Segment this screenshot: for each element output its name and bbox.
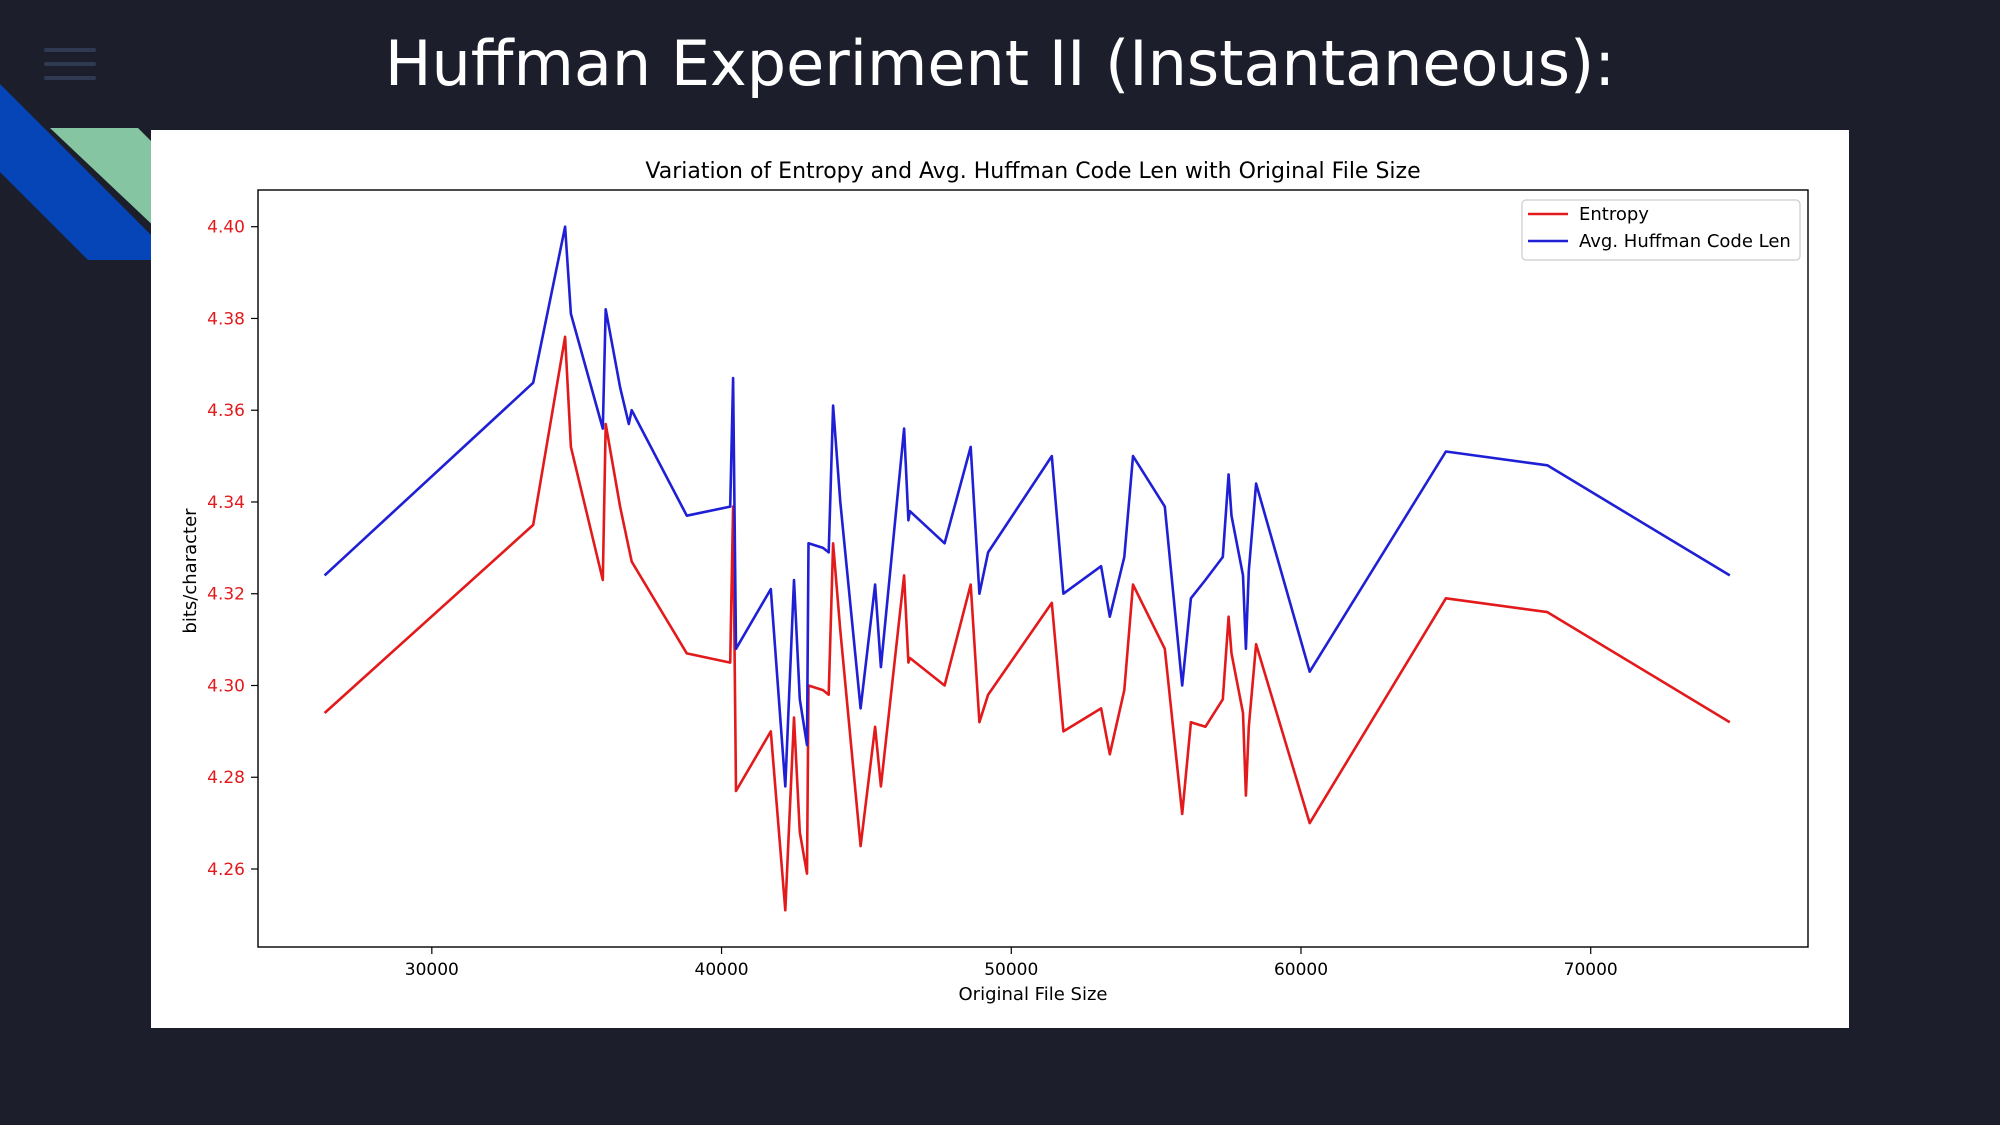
y-tick-label: 4.40 bbox=[207, 218, 245, 238]
y-tick-label: 4.28 bbox=[207, 768, 245, 788]
y-axis-label: bits/character bbox=[180, 508, 201, 634]
x-tick-label: 30000 bbox=[405, 960, 459, 980]
y-tick-label: 4.36 bbox=[207, 401, 245, 421]
legend-label-huffman: Avg. Huffman Code Len bbox=[1579, 231, 1791, 252]
hamburger-menu-icon[interactable] bbox=[44, 46, 96, 82]
huffman-series-line bbox=[323, 225, 1731, 788]
blue-stripe-shape bbox=[0, 84, 160, 260]
plot-frame bbox=[257, 189, 1809, 948]
y-tick-label: 4.32 bbox=[207, 585, 245, 605]
x-tick-label: 50000 bbox=[984, 960, 1038, 980]
series-layer bbox=[323, 225, 1731, 912]
legend: Entropy Avg. Huffman Code Len bbox=[1521, 199, 1801, 261]
x-tick-label: 40000 bbox=[695, 960, 749, 980]
chart-figure: Variation of Entropy and Avg. Huffman Co… bbox=[151, 130, 1849, 1028]
corner-decoration bbox=[0, 84, 160, 260]
x-tick-label: 70000 bbox=[1564, 960, 1618, 980]
y-tick-label: 4.34 bbox=[207, 493, 245, 513]
x-axis-label: Original File Size bbox=[959, 984, 1108, 1005]
green-stripe-shape bbox=[50, 128, 160, 232]
line-chart: Variation of Entropy and Avg. Huffman Co… bbox=[180, 159, 1809, 1005]
menu-bar bbox=[44, 62, 96, 66]
y-tick-label: 4.30 bbox=[207, 676, 245, 696]
y-axis-ticks: 4.26 4.28 4.30 4.32 4.34 4.36 4.38 4.40 bbox=[207, 218, 258, 880]
menu-bar bbox=[44, 76, 96, 80]
x-tick-label: 60000 bbox=[1274, 960, 1328, 980]
menu-bar bbox=[44, 48, 96, 52]
y-tick-label: 4.26 bbox=[207, 860, 245, 880]
x-axis-ticks: 30000 40000 50000 60000 70000 bbox=[405, 947, 1618, 980]
slide-title: Huffman Experiment II (Instantaneous): bbox=[384, 27, 1616, 100]
legend-box bbox=[1521, 199, 1801, 261]
entropy-series-line bbox=[323, 335, 1731, 912]
legend-label-entropy: Entropy bbox=[1579, 204, 1649, 225]
chart-title: Variation of Entropy and Avg. Huffman Co… bbox=[645, 159, 1420, 184]
y-tick-label: 4.38 bbox=[207, 309, 245, 329]
